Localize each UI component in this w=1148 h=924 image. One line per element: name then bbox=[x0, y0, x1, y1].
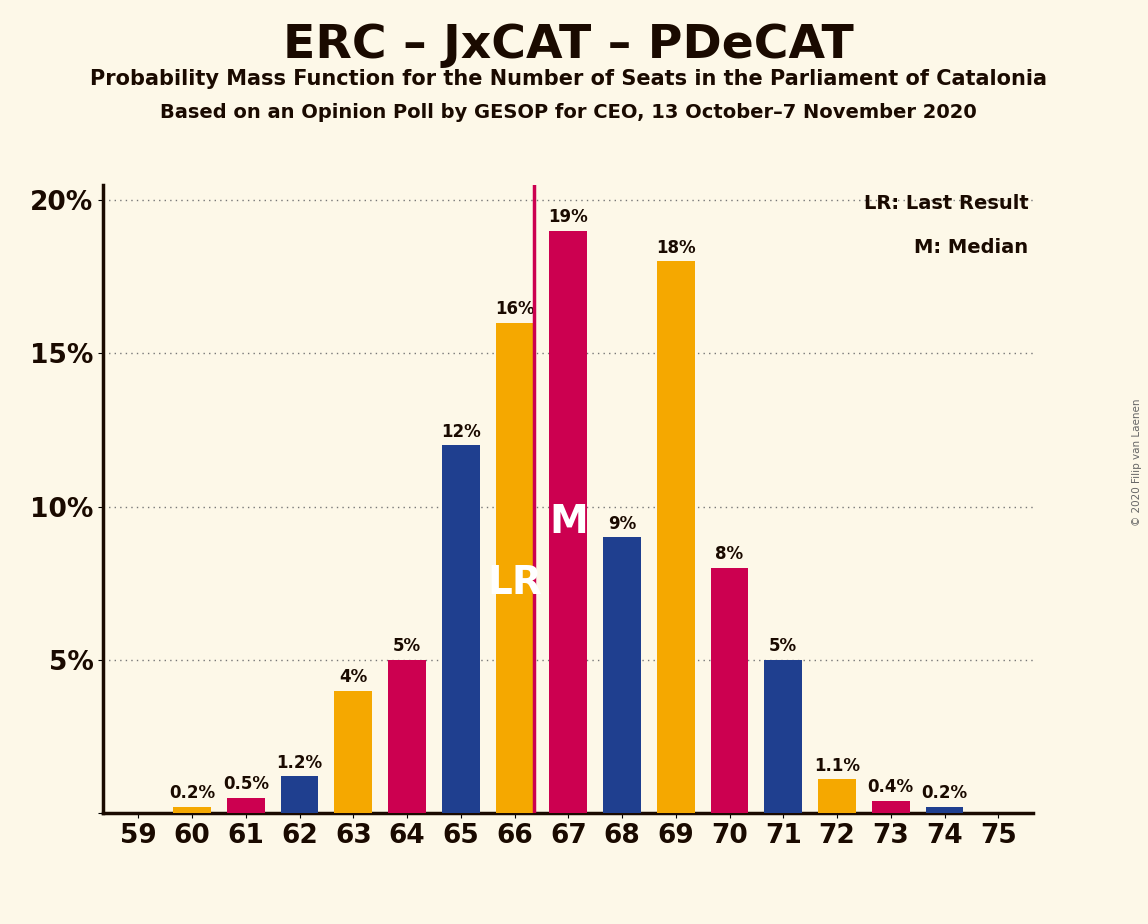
Bar bbox=[872, 801, 909, 813]
Bar bbox=[388, 660, 426, 813]
Text: © 2020 Filip van Laenen: © 2020 Filip van Laenen bbox=[1132, 398, 1142, 526]
Text: 1.1%: 1.1% bbox=[814, 757, 860, 775]
Bar bbox=[281, 776, 318, 813]
Text: 18%: 18% bbox=[656, 238, 696, 257]
Bar bbox=[925, 807, 963, 813]
Bar bbox=[496, 322, 534, 813]
Text: LR: Last Result: LR: Last Result bbox=[863, 194, 1029, 213]
Text: M: Median: M: Median bbox=[915, 238, 1029, 257]
Bar bbox=[173, 807, 211, 813]
Bar bbox=[603, 537, 641, 813]
Text: Based on an Opinion Poll by GESOP for CEO, 13 October–7 November 2020: Based on an Opinion Poll by GESOP for CE… bbox=[160, 103, 977, 123]
Text: 4%: 4% bbox=[339, 668, 367, 686]
Text: 16%: 16% bbox=[495, 300, 534, 318]
Bar bbox=[657, 261, 695, 813]
Text: 0.5%: 0.5% bbox=[223, 775, 269, 793]
Bar bbox=[765, 660, 802, 813]
Bar bbox=[442, 445, 480, 813]
Text: 5%: 5% bbox=[393, 638, 421, 655]
Text: ERC – JxCAT – PDeCAT: ERC – JxCAT – PDeCAT bbox=[282, 23, 854, 68]
Text: 1.2%: 1.2% bbox=[277, 754, 323, 772]
Text: LR: LR bbox=[487, 565, 542, 602]
Text: 12%: 12% bbox=[441, 422, 481, 441]
Text: 19%: 19% bbox=[549, 208, 588, 226]
Text: M: M bbox=[549, 503, 588, 541]
Text: 0.4%: 0.4% bbox=[868, 778, 914, 796]
Bar bbox=[819, 780, 855, 813]
Text: 8%: 8% bbox=[715, 545, 744, 564]
Text: Probability Mass Function for the Number of Seats in the Parliament of Catalonia: Probability Mass Function for the Number… bbox=[90, 69, 1047, 90]
Bar bbox=[711, 568, 748, 813]
Text: 9%: 9% bbox=[608, 515, 636, 532]
Bar bbox=[334, 690, 372, 813]
Text: 0.2%: 0.2% bbox=[169, 784, 215, 802]
Text: 5%: 5% bbox=[769, 638, 798, 655]
Text: 0.2%: 0.2% bbox=[922, 784, 968, 802]
Bar bbox=[550, 231, 587, 813]
Bar bbox=[227, 797, 264, 813]
